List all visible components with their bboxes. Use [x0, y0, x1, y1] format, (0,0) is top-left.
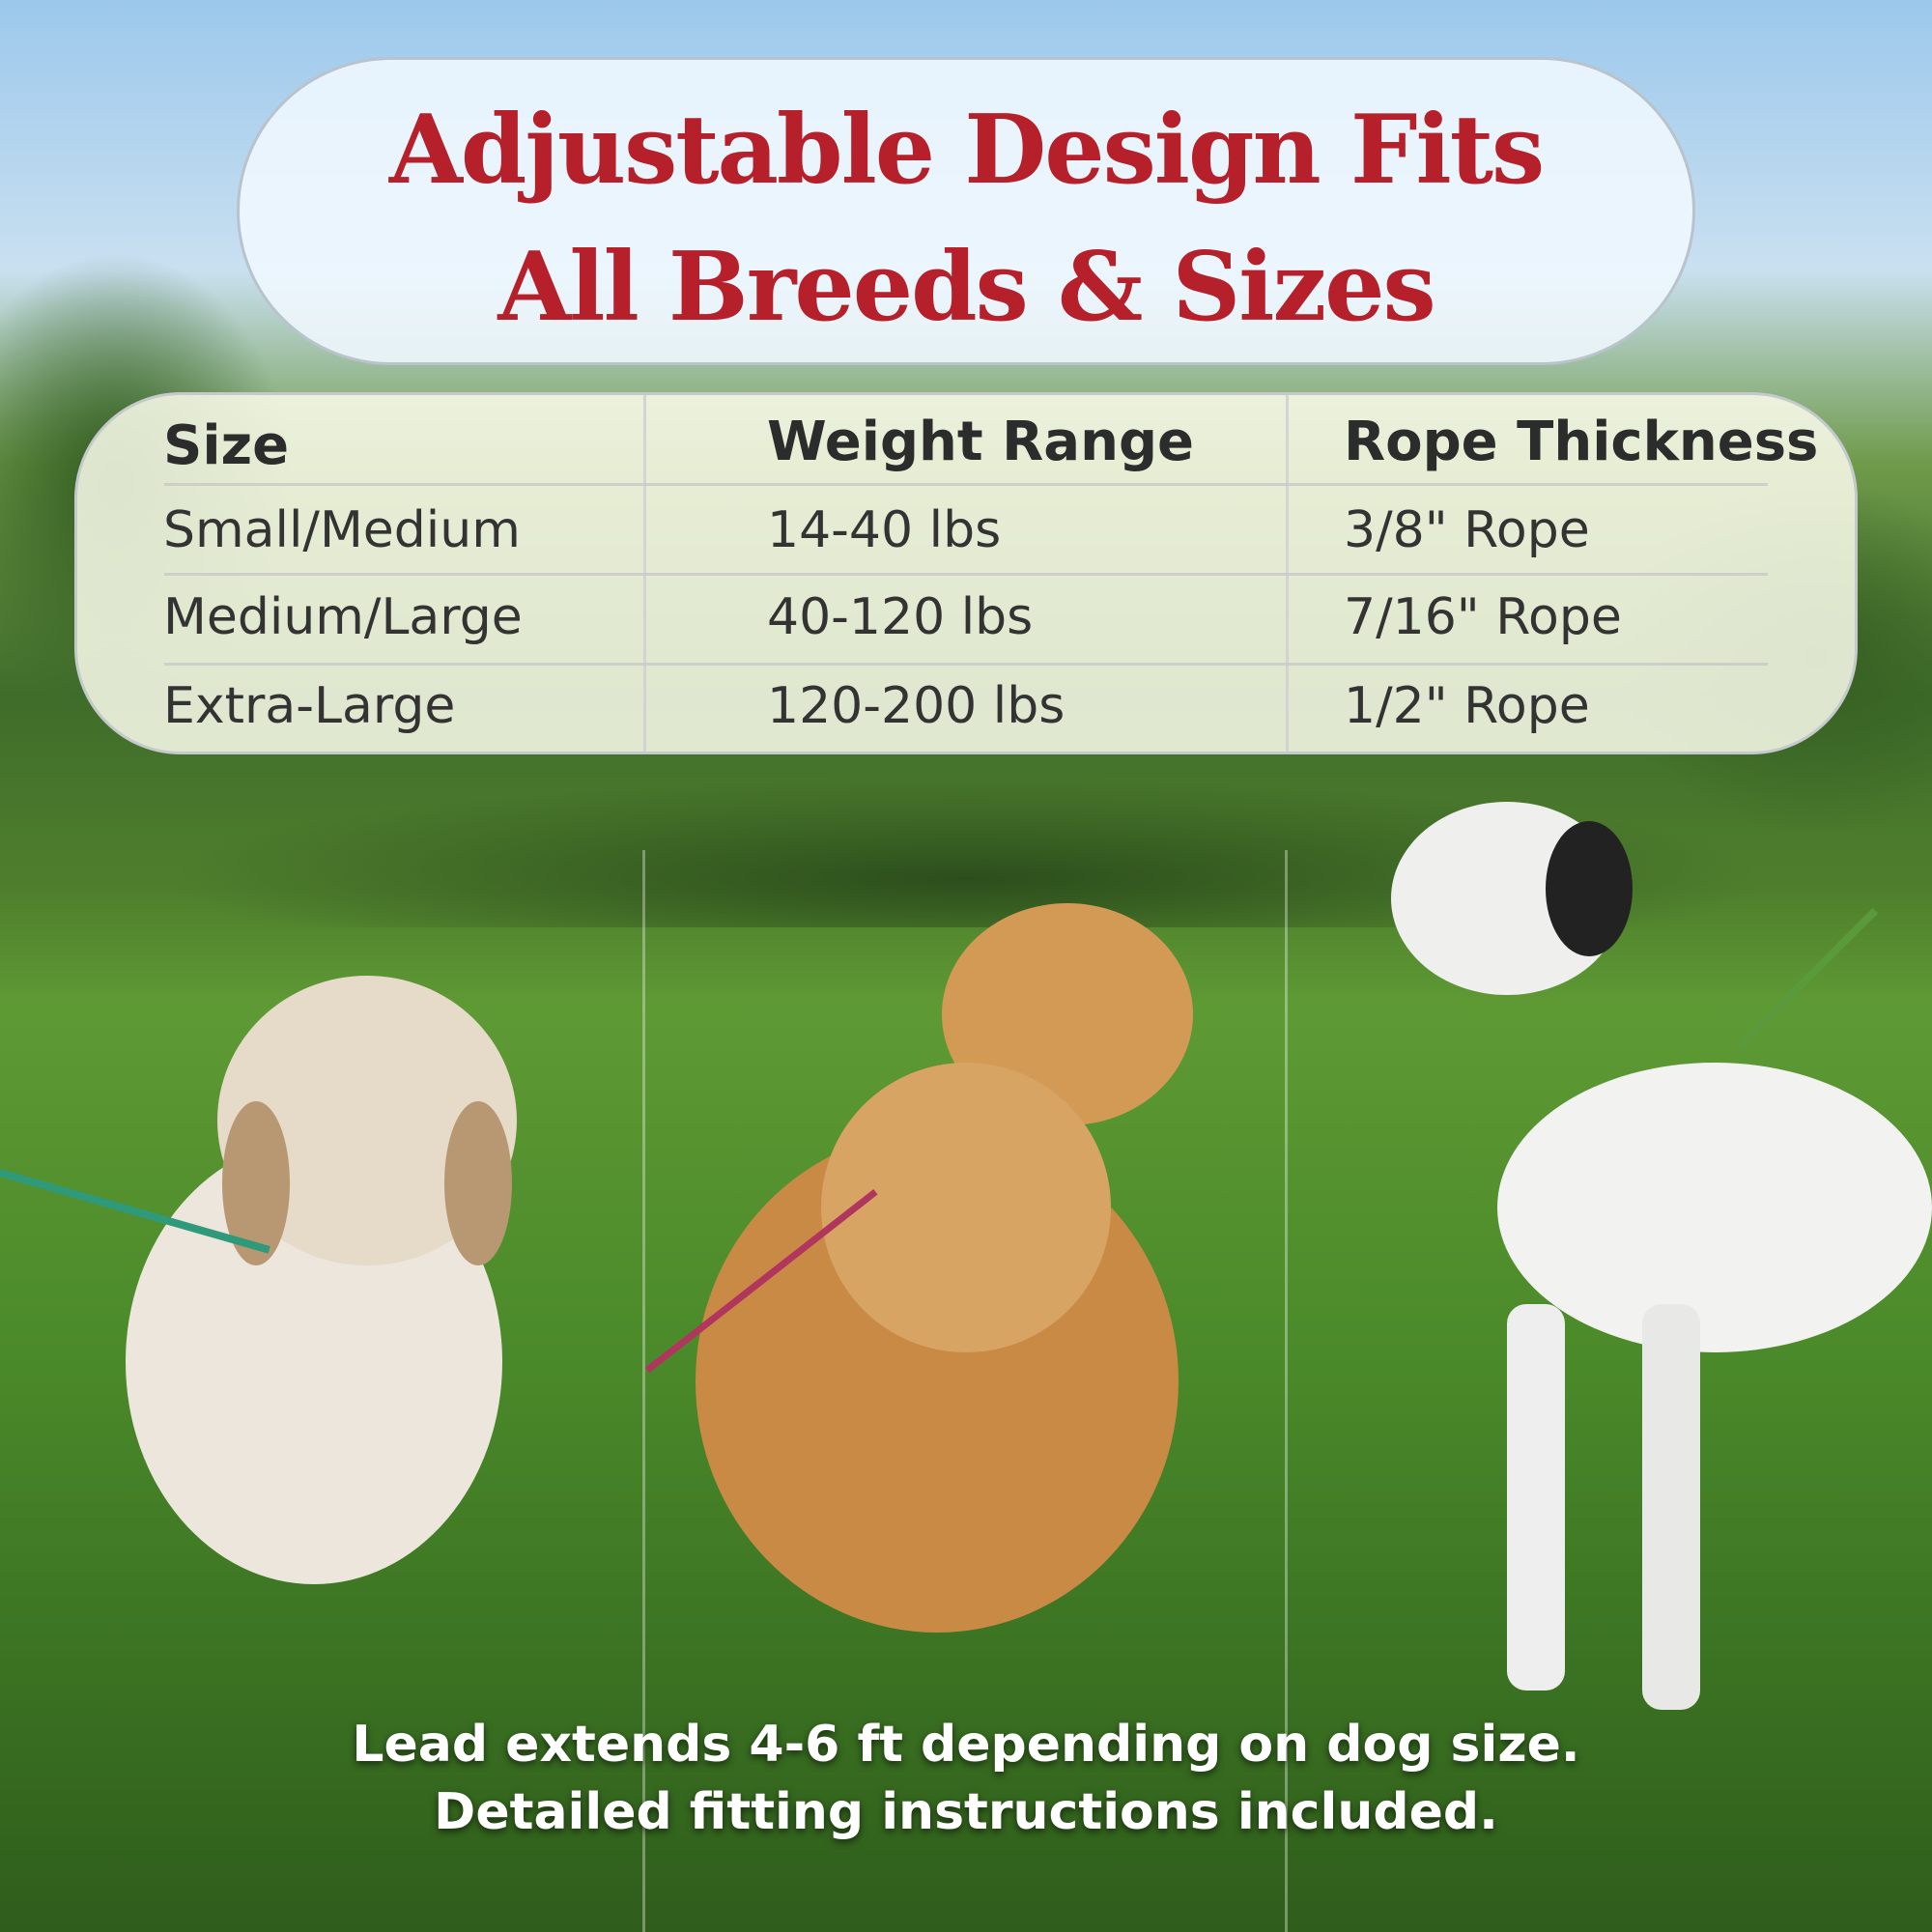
- title-banner: Adjustable Design Fits All Breeds & Size…: [237, 57, 1695, 365]
- header-weight-range: Weight Range: [767, 411, 1195, 473]
- header-rope-thickness: Rope Thickness: [1344, 411, 1819, 473]
- header-size: Size: [163, 414, 290, 477]
- table-cell: 1/2" Rope: [1344, 677, 1590, 735]
- panel-divider: [1285, 850, 1288, 1932]
- row-divider: [164, 483, 1768, 486]
- footer-line-2: Detailed fitting instructions included.: [434, 1783, 1498, 1841]
- table-cell: 7/16" Rope: [1344, 588, 1622, 646]
- table-cell: Small/Medium: [163, 501, 521, 559]
- footer-line-1: Lead extends 4-6 ft depending on dog siz…: [352, 1716, 1580, 1774]
- title-line-2: All Breeds & Sizes: [497, 232, 1435, 343]
- table-cell: Medium/Large: [163, 588, 523, 646]
- table-cell: Extra-Large: [163, 677, 456, 735]
- table-cell: 3/8" Rope: [1344, 501, 1590, 559]
- table-cell: 40-120 lbs: [767, 588, 1034, 646]
- title-line-1: Adjustable Design Fits: [388, 95, 1545, 206]
- panel-divider: [642, 850, 645, 1932]
- row-divider: [164, 573, 1768, 576]
- table-cell: 14-40 lbs: [767, 501, 1002, 559]
- row-divider: [164, 663, 1768, 666]
- size-table: Size Weight Range Rope Thickness Small/M…: [74, 392, 1858, 754]
- table-cell: 120-200 lbs: [767, 677, 1065, 735]
